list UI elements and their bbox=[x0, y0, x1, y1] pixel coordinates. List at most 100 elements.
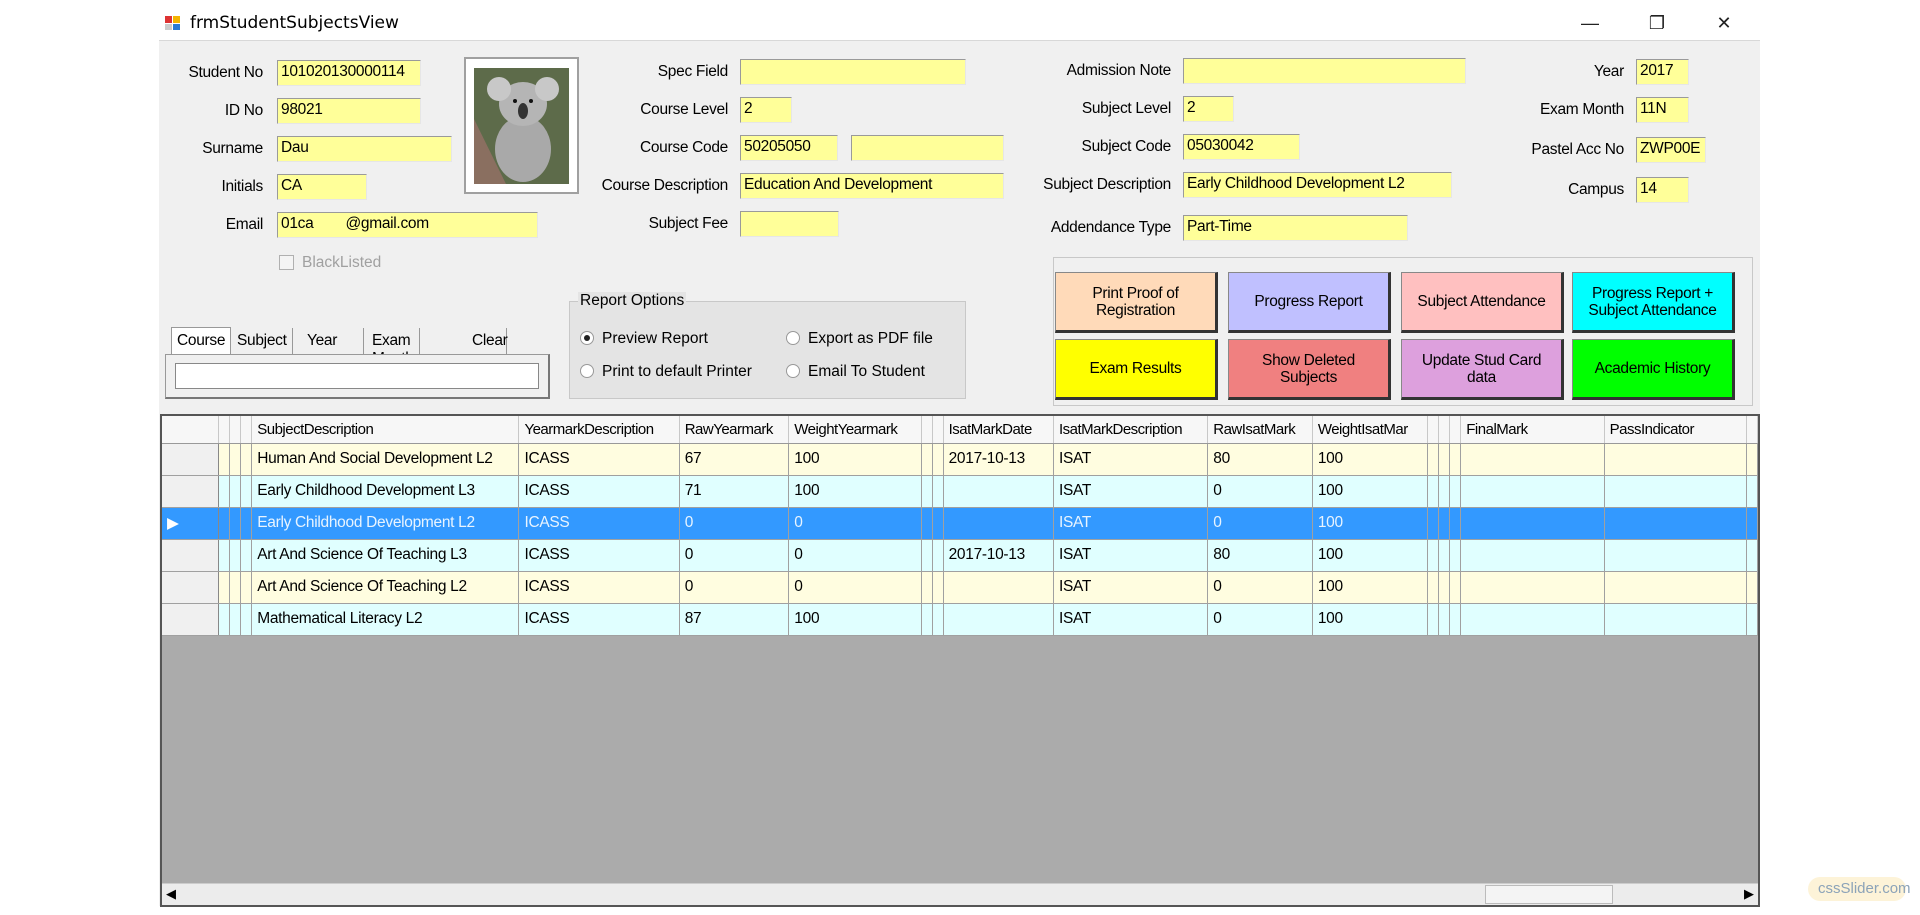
surname-field[interactable]: Dau bbox=[277, 136, 452, 162]
table-cell[interactable] bbox=[1746, 571, 1758, 604]
column-header[interactable] bbox=[1449, 416, 1462, 444]
table-cell[interactable] bbox=[932, 443, 944, 476]
radio-preview-report[interactable]: Preview Report bbox=[580, 330, 708, 348]
table-cell[interactable] bbox=[943, 507, 1055, 540]
print-proof-button[interactable]: Print Proof of Registration bbox=[1055, 272, 1218, 333]
table-cell[interactable] bbox=[921, 443, 933, 476]
column-header[interactable]: RawYearmark bbox=[679, 416, 790, 444]
table-cell[interactable]: 0 bbox=[788, 571, 922, 604]
table-cell[interactable]: 100 bbox=[1312, 539, 1429, 572]
table-row[interactable]: Art And Science Of Teaching L3 ICASS 0 0 201… bbox=[162, 539, 1758, 572]
row-header[interactable] bbox=[162, 603, 220, 636]
table-cell[interactable]: ISAT bbox=[1053, 443, 1209, 476]
column-header[interactable] bbox=[240, 416, 253, 444]
table-cell[interactable] bbox=[1427, 443, 1440, 476]
table-cell[interactable] bbox=[1438, 507, 1451, 540]
table-row[interactable]: Early Childhood Development L3 ICASS 71 100… bbox=[162, 475, 1758, 508]
column-header[interactable] bbox=[921, 416, 933, 444]
table-cell[interactable] bbox=[1438, 443, 1451, 476]
table-cell[interactable] bbox=[1460, 443, 1605, 476]
table-cell[interactable] bbox=[229, 539, 242, 572]
table-cell[interactable] bbox=[1449, 571, 1462, 604]
spec-field-input[interactable] bbox=[740, 59, 966, 85]
table-cell[interactable] bbox=[229, 443, 242, 476]
show-deleted-button[interactable]: Show Deleted Subjects bbox=[1228, 339, 1391, 400]
row-header[interactable] bbox=[162, 539, 220, 572]
horizontal-scrollbar[interactable]: ◀ ▶ bbox=[162, 883, 1758, 905]
table-cell[interactable]: 100 bbox=[788, 443, 922, 476]
subject-description-field[interactable]: Early Childhood Development L2 bbox=[1183, 172, 1452, 198]
table-cell[interactable]: ISAT bbox=[1053, 539, 1209, 572]
table-cell[interactable] bbox=[943, 475, 1055, 508]
table-cell[interactable]: Art And Science Of Teaching L2 bbox=[251, 571, 520, 604]
admission-note-field[interactable] bbox=[1183, 58, 1466, 84]
radio-export-pdf[interactable]: Export as PDF file bbox=[786, 330, 933, 348]
row-header[interactable] bbox=[162, 475, 220, 508]
table-cell[interactable] bbox=[240, 603, 253, 636]
table-cell[interactable]: 67 bbox=[679, 443, 790, 476]
table-cell[interactable] bbox=[229, 475, 242, 508]
table-cell[interactable] bbox=[932, 539, 944, 572]
table-cell[interactable] bbox=[218, 443, 231, 476]
table-cell[interactable]: 0 bbox=[1207, 571, 1313, 604]
table-cell[interactable]: 100 bbox=[1312, 571, 1429, 604]
column-header[interactable]: IsatMarkDate bbox=[943, 416, 1055, 444]
table-cell[interactable] bbox=[1746, 475, 1758, 508]
table-cell[interactable]: Early Childhood Development L3 bbox=[251, 475, 520, 508]
table-cell[interactable]: Human And Social Development L2 bbox=[251, 443, 520, 476]
subjects-grid[interactable]: SubjectDescription YearmarkDescription Raw… bbox=[160, 414, 1760, 907]
table-cell[interactable] bbox=[1427, 539, 1440, 572]
scroll-right-arrow-icon[interactable]: ▶ bbox=[1744, 886, 1754, 901]
table-cell[interactable] bbox=[1746, 603, 1758, 636]
table-cell[interactable]: ICASS bbox=[518, 507, 680, 540]
subject-fee-field[interactable] bbox=[740, 211, 839, 237]
table-cell[interactable] bbox=[1449, 475, 1462, 508]
column-header[interactable] bbox=[218, 416, 231, 444]
table-cell[interactable] bbox=[1604, 603, 1747, 636]
row-header[interactable]: ▶ bbox=[162, 507, 220, 540]
table-cell[interactable] bbox=[1427, 603, 1440, 636]
course-description-field[interactable]: Education And Development bbox=[740, 173, 1004, 199]
course-code-field[interactable]: 50205050 bbox=[740, 135, 838, 161]
row-header[interactable] bbox=[162, 443, 220, 476]
scroll-left-arrow-icon[interactable]: ◀ bbox=[166, 886, 176, 901]
table-cell[interactable]: 100 bbox=[1312, 507, 1429, 540]
table-cell[interactable] bbox=[921, 475, 933, 508]
tab-course[interactable]: Course bbox=[171, 327, 232, 355]
table-cell[interactable]: 0 bbox=[788, 539, 922, 572]
table-cell[interactable]: ICASS bbox=[518, 603, 680, 636]
table-cell[interactable]: 2017-10-13 bbox=[943, 539, 1055, 572]
table-cell[interactable] bbox=[943, 603, 1055, 636]
blacklisted-checkbox[interactable] bbox=[279, 255, 294, 270]
tab-exam-month[interactable]: Exam Month bbox=[367, 328, 420, 367]
table-cell[interactable] bbox=[229, 507, 242, 540]
column-header[interactable]: SubjectDescription bbox=[251, 416, 520, 444]
table-cell[interactable]: 80 bbox=[1207, 539, 1313, 572]
close-button[interactable]: ✕ bbox=[1716, 13, 1732, 33]
table-cell[interactable] bbox=[1604, 443, 1747, 476]
table-row[interactable]: ▶ Early Childhood Development L2 ICASS 0 0 IS… bbox=[162, 507, 1758, 540]
table-row[interactable]: Human And Social Development L2 ICASS 67 10… bbox=[162, 443, 1758, 476]
table-cell[interactable]: ICASS bbox=[518, 475, 680, 508]
table-cell[interactable]: 0 bbox=[1207, 475, 1313, 508]
table-cell[interactable] bbox=[921, 507, 933, 540]
table-cell[interactable] bbox=[1438, 603, 1451, 636]
exam-results-button[interactable]: Exam Results bbox=[1055, 339, 1218, 400]
academic-history-button[interactable]: Academic History bbox=[1572, 339, 1735, 400]
table-cell[interactable] bbox=[218, 507, 231, 540]
campus-field[interactable]: 14 bbox=[1636, 177, 1689, 203]
table-cell[interactable] bbox=[229, 571, 242, 604]
table-cell[interactable]: Art And Science Of Teaching L3 bbox=[251, 539, 520, 572]
column-header[interactable]: IsatMarkDescription bbox=[1053, 416, 1209, 444]
table-cell[interactable] bbox=[1438, 571, 1451, 604]
table-cell[interactable] bbox=[1604, 475, 1747, 508]
table-cell[interactable] bbox=[1438, 475, 1451, 508]
column-header[interactable]: PassIndicator bbox=[1604, 416, 1747, 444]
table-cell[interactable] bbox=[240, 443, 253, 476]
table-cell[interactable] bbox=[1427, 475, 1440, 508]
table-cell[interactable] bbox=[240, 507, 253, 540]
subject-level-field[interactable]: 2 bbox=[1183, 96, 1234, 122]
table-cell[interactable] bbox=[1746, 507, 1758, 540]
table-cell[interactable]: 71 bbox=[679, 475, 790, 508]
column-header[interactable] bbox=[229, 416, 242, 444]
